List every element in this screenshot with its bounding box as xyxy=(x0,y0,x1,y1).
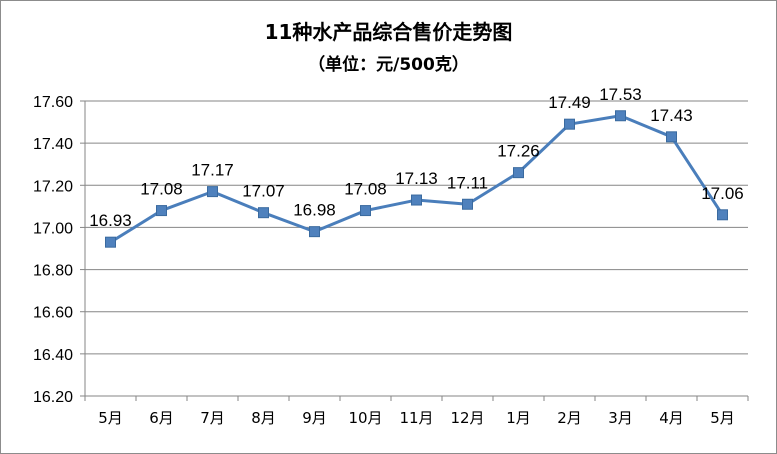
y-tick-label: 17.20 xyxy=(33,178,73,195)
y-tick-label: 17.40 xyxy=(33,136,73,153)
data-label: 17.13 xyxy=(395,169,438,188)
x-tick-label: 1月 xyxy=(506,409,531,427)
y-tick-label: 16.60 xyxy=(33,305,73,322)
data-label: 17.08 xyxy=(140,180,183,199)
x-tick-label: 12月 xyxy=(450,409,484,427)
data-label: 17.06 xyxy=(701,184,744,203)
series-price xyxy=(105,110,728,248)
data-label: 16.93 xyxy=(89,211,132,230)
gridlines xyxy=(85,100,748,355)
data-label: 17.08 xyxy=(344,180,387,199)
y-tick-label: 16.80 xyxy=(33,263,73,280)
chart-subtitle: （单位：元/500克） xyxy=(308,55,469,75)
data-point xyxy=(258,207,269,219)
x-tick-label: 3月 xyxy=(608,409,633,427)
data-point xyxy=(666,131,677,143)
data-label: 17.49 xyxy=(548,93,591,112)
data-point xyxy=(513,167,524,179)
data-point xyxy=(207,186,218,198)
data-label: 17.43 xyxy=(650,106,693,125)
data-label: 17.11 xyxy=(447,173,488,192)
data-label: 17.26 xyxy=(497,142,540,161)
data-point xyxy=(411,194,422,206)
x-tick-label: 2月 xyxy=(557,409,582,427)
x-tick-label: 5月 xyxy=(98,409,123,427)
x-tick-label: 7月 xyxy=(200,409,225,427)
x-tick-label: 6月 xyxy=(149,409,174,427)
y-axis-ticks: 16.20 16.40 16.60 16.80 17.00 17.20 17.40 17.60 xyxy=(33,94,73,406)
data-point xyxy=(360,205,371,217)
y-tick-label: 17.00 xyxy=(33,220,73,237)
x-tick-label: 4月 xyxy=(659,409,684,427)
x-tick-label: 9月 xyxy=(302,409,327,427)
y-tick-label: 16.40 xyxy=(33,347,73,364)
data-label: 17.17 xyxy=(191,161,234,180)
x-tick-label: 8月 xyxy=(251,409,276,427)
data-point xyxy=(105,236,116,248)
data-point xyxy=(615,110,626,122)
data-point xyxy=(564,118,575,130)
y-tick-label: 17.60 xyxy=(33,94,73,111)
data-labels: 16.93 17.08 17.17 17.07 16.98 17.08 17.13 17.11… xyxy=(89,85,744,230)
data-point xyxy=(717,209,728,221)
data-label: 17.07 xyxy=(242,182,285,201)
data-label: 16.98 xyxy=(293,201,336,220)
x-axis-ticks: 5月 6月 7月 8月 9月 10月 11月 12月 1月 2月 3月 4月 5月 xyxy=(98,409,735,427)
x-tick-label: 11月 xyxy=(399,409,433,427)
chart-title: 11种水产品综合售价走势图 xyxy=(264,20,513,44)
x-tick-label: 5月 xyxy=(710,409,735,427)
x-tick-label: 10月 xyxy=(348,409,382,427)
data-point xyxy=(156,205,167,217)
data-label: 17.53 xyxy=(599,85,642,104)
data-point xyxy=(309,226,320,238)
axes xyxy=(80,100,749,401)
y-tick-label: 16.20 xyxy=(33,389,73,406)
data-point xyxy=(462,198,473,210)
